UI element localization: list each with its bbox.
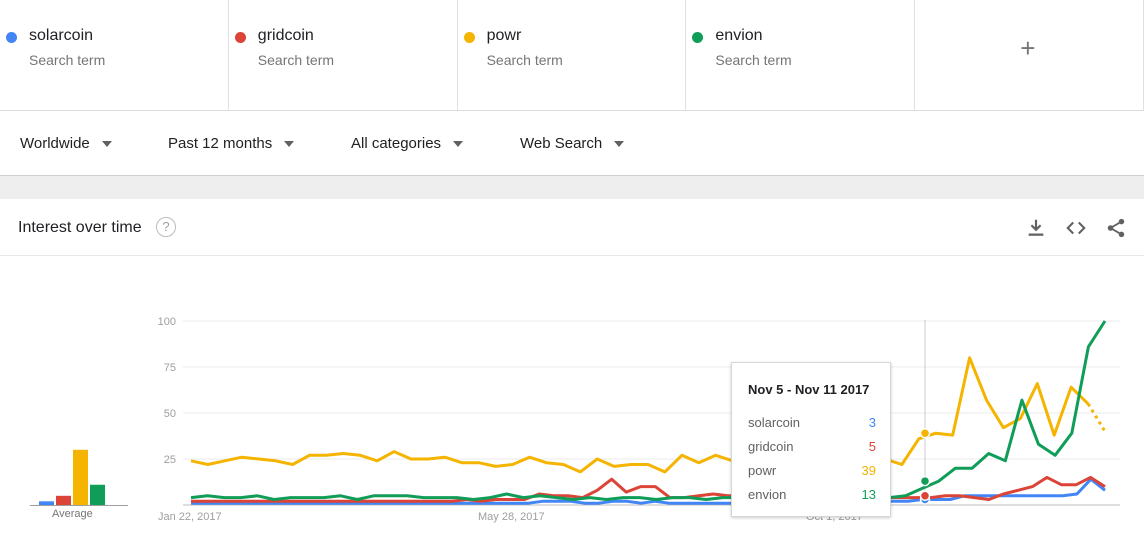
series-line-solarcoin <box>191 477 1106 505</box>
search-type-dropdown[interactable]: Web Search <box>520 135 625 152</box>
tooltip-term: powr <box>748 463 777 478</box>
term-color-dot <box>692 32 704 43</box>
search-term-solarcoin[interactable]: solarcoin Search term <box>0 0 229 110</box>
term-color-dot <box>463 32 475 43</box>
average-bar-gridcoin <box>56 495 71 505</box>
average-bar-envion <box>90 484 105 505</box>
dropdown-arrow-icon <box>614 141 625 147</box>
term-name: powr <box>486 27 522 44</box>
hover-marker-envion <box>919 475 931 487</box>
y-tick-label: 100 <box>158 316 176 328</box>
section-divider <box>0 176 1144 199</box>
tooltip-term: envion <box>748 487 787 502</box>
series-line-powr <box>190 356 1090 474</box>
hover-markers <box>919 427 931 505</box>
y-tick-labels: 100 75 50 25 <box>158 316 176 466</box>
tooltip-value: 5 <box>868 439 876 454</box>
region-label: Worldwide <box>20 135 90 152</box>
series-line-gridcoin <box>191 475 1106 503</box>
category-label: All categories <box>351 135 442 152</box>
region-dropdown[interactable]: Worldwide <box>20 135 112 152</box>
y-tick-label: 50 <box>164 408 176 420</box>
tooltip-row-powr: powr 39 <box>748 463 876 478</box>
interest-over-time-header: Interest over time ? <box>0 199 1144 256</box>
series-lines <box>190 320 1107 505</box>
time-range-label: Past 12 months <box>168 135 273 152</box>
y-tick-label: 75 <box>164 362 176 374</box>
hover-marker-powr <box>919 427 931 439</box>
tooltip-row-gridcoin: gridcoin 5 <box>748 439 876 454</box>
term-type-label: Search term <box>29 52 106 68</box>
average-label: Average <box>52 508 93 520</box>
category-dropdown[interactable]: All categories <box>351 135 464 152</box>
average-axis <box>30 505 128 506</box>
average-bar-powr <box>73 449 88 505</box>
search-term-powr[interactable]: powr Search term <box>458 0 687 110</box>
filter-bar: Worldwide Past 12 months All categories … <box>0 111 1144 176</box>
y-tick-label: 25 <box>164 454 176 466</box>
term-color-dot <box>6 32 17 43</box>
term-name: gridcoin <box>257 27 314 44</box>
tooltip-term: solarcoin <box>748 415 801 430</box>
term-name: envion <box>715 27 763 44</box>
term-type-label: Search term <box>486 52 563 68</box>
time-range-dropdown[interactable]: Past 12 months <box>168 135 295 152</box>
term-name: solarcoin <box>29 27 94 44</box>
tooltip-value: 3 <box>868 415 876 430</box>
x-tick-label: Jan 22, 2017 <box>158 511 222 523</box>
chart-grid <box>183 320 1120 506</box>
average-bar-chart <box>39 449 105 505</box>
term-type-label: Search term <box>257 52 335 68</box>
search-terms-bar: solarcoin Search term gridcoin Search te… <box>0 0 1144 111</box>
card-title: Interest over time <box>18 219 142 236</box>
hover-marker-gridcoin <box>919 490 931 502</box>
term-type-label: Search term <box>715 52 792 68</box>
embed-code-icon[interactable] <box>1065 217 1087 239</box>
download-icon[interactable] <box>1025 217 1047 239</box>
tooltip-date: Nov 5 - Nov 11 2017 <box>748 382 870 397</box>
tooltip-row-envion: envion 13 <box>748 487 876 502</box>
add-comparison-button[interactable]: + <box>915 0 1144 110</box>
series-partial-line-powr <box>1086 403 1107 433</box>
tooltip-term: gridcoin <box>748 439 794 454</box>
data-tooltip: Nov 5 - Nov 11 2017 solarcoin 3 gridcoin… <box>731 362 891 517</box>
dropdown-arrow-icon <box>284 141 295 147</box>
x-tick-label: May 28, 2017 <box>478 511 545 523</box>
dropdown-arrow-icon <box>453 141 464 147</box>
dropdown-arrow-icon <box>101 141 112 147</box>
share-icon[interactable] <box>1105 217 1127 239</box>
search-term-gridcoin[interactable]: gridcoin Search term <box>229 0 458 110</box>
tooltip-row-solarcoin: solarcoin 3 <box>748 415 876 430</box>
series-line-envion <box>190 320 1107 501</box>
tooltip-value: 39 <box>861 463 876 478</box>
search-term-envion[interactable]: envion Search term <box>686 0 916 110</box>
question-circle-icon[interactable]: ? <box>156 217 176 237</box>
tooltip-value: 13 <box>861 487 876 502</box>
average-bar-solarcoin <box>39 501 54 505</box>
plus-icon: + <box>1020 33 1036 63</box>
search-type-label: Web Search <box>520 135 603 152</box>
term-color-dot <box>234 32 246 43</box>
